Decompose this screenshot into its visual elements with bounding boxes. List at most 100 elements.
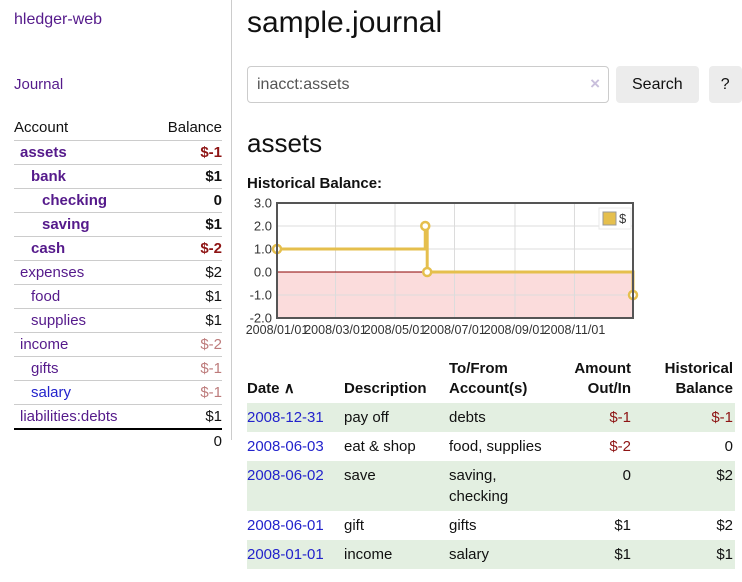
register-table: Date ∧ Description To/From Account(s) Am… <box>247 356 735 569</box>
help-button[interactable]: ? <box>708 66 742 103</box>
account-balance: $2 <box>150 260 222 285</box>
clear-search-icon[interactable]: × <box>590 74 600 93</box>
account-row: gifts $-1 <box>14 356 222 381</box>
transaction-row[interactable]: 2008-06-02 save saving, checking 0 $2 <box>247 461 735 511</box>
column-header-date[interactable]: Date ∧ <box>247 380 295 397</box>
account-balance: $1 <box>150 404 222 429</box>
account-balance: $-2 <box>150 236 222 261</box>
svg-text:2.0: 2.0 <box>254 219 272 234</box>
account-row: saving $1 <box>14 212 222 237</box>
chart-title: Historical Balance: <box>247 175 383 192</box>
transaction-row[interactable]: 2008-12-31 pay off debts $-1 $-1 <box>247 403 735 432</box>
transaction-accounts: saving, checking <box>449 467 509 505</box>
account-link[interactable]: salary <box>31 384 72 401</box>
account-balance: $-1 <box>150 356 222 381</box>
balances-total-row: 0 <box>14 428 222 453</box>
transaction-amount: $-1 <box>609 409 631 426</box>
transaction-accounts: debts <box>449 409 486 426</box>
account-link[interactable]: cash <box>31 240 66 257</box>
account-link[interactable]: supplies <box>31 312 87 329</box>
account-link[interactable]: bank <box>31 168 67 185</box>
account-link[interactable]: food <box>31 288 61 305</box>
svg-text:$: $ <box>619 211 627 226</box>
search-button[interactable]: Search <box>616 66 699 103</box>
transaction-date-link[interactable]: 2008-06-03 <box>247 438 324 455</box>
account-link[interactable]: expenses <box>20 264 85 281</box>
column-header-balance: Balance <box>167 119 222 136</box>
transaction-balance: $1 <box>716 546 733 563</box>
account-heading: assets <box>247 128 323 158</box>
svg-text:-2.0: -2.0 <box>250 311 272 326</box>
main-content: sample.journal × Search ? assets Histori… <box>232 0 742 582</box>
transaction-amount: 0 <box>622 467 631 484</box>
transaction-accounts: gifts <box>449 517 477 534</box>
account-link[interactable]: saving <box>42 216 90 233</box>
transaction-row[interactable]: 2008-06-01 gift gifts $1 $2 <box>247 511 735 540</box>
sidebar: hledger-web Journal Account Balance asse… <box>0 0 232 453</box>
account-row: salary $-1 <box>14 380 222 405</box>
column-header-balance: Historical Balance <box>664 360 733 397</box>
account-link[interactable]: liabilities:debts <box>20 408 118 425</box>
transaction-date-link[interactable]: 2008-12-31 <box>247 409 324 426</box>
transaction-balance: $-1 <box>711 409 733 426</box>
transaction-accounts: food, supplies <box>449 438 542 455</box>
account-row: checking 0 <box>14 188 222 213</box>
transaction-balance: $2 <box>716 467 733 484</box>
account-balance: $-2 <box>150 332 222 357</box>
transaction-description: eat & shop <box>344 438 416 455</box>
svg-text:0.0: 0.0 <box>254 265 272 280</box>
account-row: expenses $2 <box>14 260 222 285</box>
brand-link[interactable]: hledger-web <box>14 11 103 28</box>
transaction-row[interactable]: 2008-01-01 income salary $1 $1 <box>247 540 735 569</box>
column-header-account: Account <box>14 119 69 136</box>
search-input[interactable] <box>247 66 609 103</box>
svg-text:2008/05/01: 2008/05/01 <box>364 323 427 337</box>
transaction-description: gift <box>344 517 365 534</box>
search-form: × Search ? <box>247 66 742 103</box>
transaction-description: income <box>344 546 393 563</box>
transaction-description: save <box>344 467 376 484</box>
account-balance: $-1 <box>150 140 222 165</box>
transaction-date-link[interactable]: 2008-06-02 <box>247 467 324 484</box>
svg-text:3.0: 3.0 <box>254 196 272 211</box>
account-link[interactable]: gifts <box>31 360 59 377</box>
account-row: food $1 <box>14 284 222 309</box>
transaction-accounts: salary <box>449 546 490 563</box>
transaction-amount: $1 <box>614 546 631 563</box>
account-row: assets $-1 <box>14 140 222 165</box>
svg-text:-1.0: -1.0 <box>250 288 272 303</box>
balances-total: 0 <box>150 428 222 453</box>
account-balance: $1 <box>150 308 222 333</box>
account-balances-table: Account Balance assets $-1 bank $1 check… <box>14 116 222 453</box>
account-row: bank $1 <box>14 164 222 189</box>
account-balance: $1 <box>150 284 222 309</box>
transaction-date-link[interactable]: 2008-01-01 <box>247 546 324 563</box>
transaction-balance: 0 <box>724 438 733 455</box>
svg-text:2008/11/01: 2008/11/01 <box>544 323 606 337</box>
column-header-description: Description <box>344 380 427 397</box>
account-link[interactable]: checking <box>42 192 108 209</box>
transaction-description: pay off <box>344 409 389 426</box>
account-row: supplies $1 <box>14 308 222 333</box>
column-header-amount: Amount Out/In <box>574 360 631 397</box>
account-link[interactable]: income <box>20 336 69 353</box>
account-balance: $1 <box>150 212 222 237</box>
transaction-row[interactable]: 2008-06-03 eat & shop food, supplies $-2… <box>247 432 735 461</box>
account-link[interactable]: assets <box>20 144 67 161</box>
account-row: liabilities:debts $1 <box>14 404 222 429</box>
account-balance: $-1 <box>150 380 222 405</box>
account-row: cash $-2 <box>14 236 222 261</box>
page-title: sample.journal <box>247 6 443 39</box>
transaction-amount: $1 <box>614 517 631 534</box>
sort-ascending-icon: ∧ <box>283 380 295 397</box>
svg-text:2008/03/01: 2008/03/01 <box>304 323 367 337</box>
svg-text:2008/09/01: 2008/09/01 <box>484 323 547 337</box>
historical-balance-chart: $3.0 2.0 1.0 0.0 -1.0 -2.02008/01/012008/03/0… <box>246 196 639 337</box>
svg-text:1.0: 1.0 <box>254 242 272 257</box>
transaction-amount: $-2 <box>609 438 631 455</box>
transaction-date-link[interactable]: 2008-06-01 <box>247 517 324 534</box>
svg-text:2008/01/01: 2008/01/01 <box>246 323 309 337</box>
svg-text:2008/07/01: 2008/07/01 <box>423 323 486 337</box>
account-balance: $1 <box>150 164 222 189</box>
sidebar-item-journal[interactable]: Journal <box>14 76 64 93</box>
